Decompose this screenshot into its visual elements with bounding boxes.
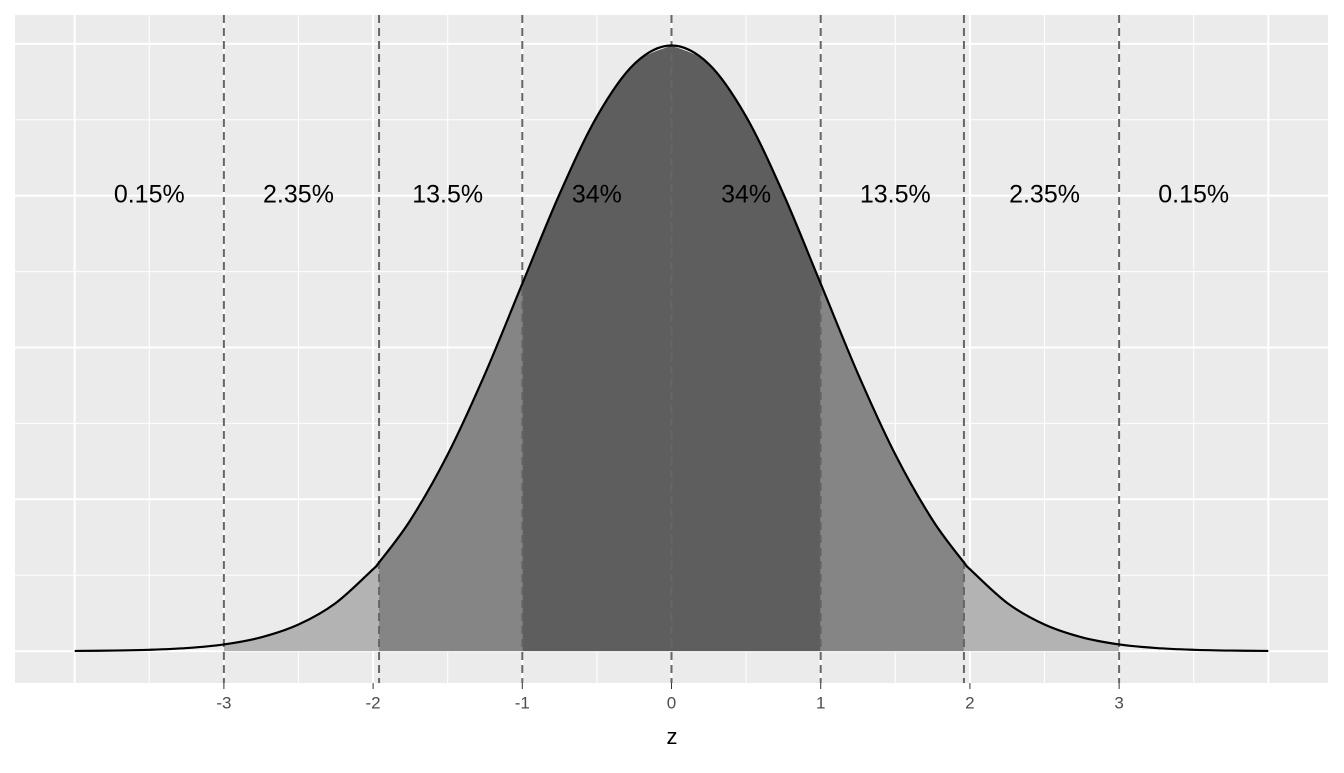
region-label: 0.15% <box>1158 180 1229 208</box>
region-label: 13.5% <box>412 180 483 208</box>
region-label: 13.5% <box>860 180 931 208</box>
x-tick-label: 3 <box>1114 693 1123 712</box>
region <box>223 562 380 652</box>
region <box>963 562 1120 652</box>
density-curve <box>74 44 1269 653</box>
x-tick-label: -2 <box>366 693 381 712</box>
x-tick-label: -3 <box>216 693 231 712</box>
region <box>522 45 672 652</box>
region-label: 34% <box>572 180 622 208</box>
x-tick-label: 0 <box>667 693 676 712</box>
region-label: 0.15% <box>114 180 185 208</box>
x-axis-title: z <box>667 724 678 749</box>
x-tick-label: -1 <box>515 693 530 712</box>
x-tick-label: 1 <box>816 693 825 712</box>
region-label: 2.35% <box>1009 180 1080 208</box>
region-label: 34% <box>721 180 771 208</box>
region <box>671 45 821 652</box>
x-tick-label: 2 <box>965 693 974 712</box>
region <box>379 283 523 652</box>
region <box>820 283 964 652</box>
region-label: 2.35% <box>263 180 334 208</box>
